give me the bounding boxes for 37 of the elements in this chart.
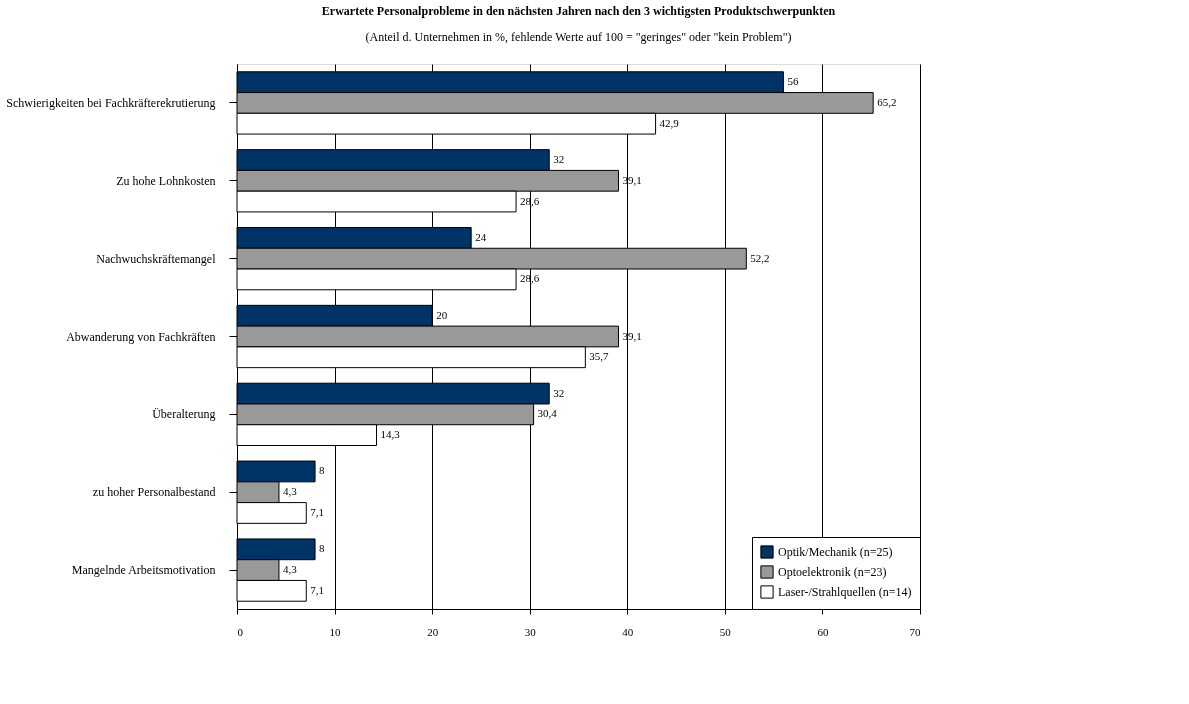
x-tick-label: 0 — [237, 625, 244, 638]
x-tick-label: 30 — [524, 625, 537, 638]
data-label: 8 — [319, 464, 326, 477]
x-tick-label: 20 — [427, 625, 439, 638]
data-label: 42,9 — [659, 116, 680, 129]
y-tick-label: Nachwuchskräftemangel — [96, 251, 217, 266]
data-label: 24 — [475, 230, 487, 243]
data-label: 4,3 — [282, 485, 298, 498]
y-tick-label: zu hoher Personalbestand — [92, 485, 216, 500]
x-tick-label: 40 — [622, 625, 634, 638]
x-tick-label: 10 — [329, 625, 342, 638]
y-tick-label: Mangelnde Arbeitsmotivation — [71, 563, 216, 578]
data-label: 4,3 — [282, 563, 298, 576]
y-tick-label: Schwierigkeiten bei Fachkräfterekrutierung — [6, 95, 216, 110]
chart-title: Erwartete Personalprobleme in den nächsten Jahren nach den 3 wichtigsten Produktschwerpunkten — [321, 4, 836, 18]
x-tick-label: 70 — [909, 625, 921, 638]
data-label: 56 — [787, 75, 799, 88]
data-label: 7,1 — [310, 505, 325, 518]
data-label: 20 — [436, 308, 448, 321]
data-label: 32 — [553, 386, 565, 399]
legend-label: Laser-/Strahlquellen (n=14) — [778, 585, 912, 599]
data-label: 7,1 — [310, 583, 325, 596]
data-label: 65,2 — [877, 95, 897, 108]
x-tick-label: 50 — [719, 625, 732, 638]
y-tick-label: Überalterung — [152, 407, 216, 422]
data-label: 35,7 — [589, 350, 610, 363]
legend-label: Optoelektronik (n=23) — [778, 565, 887, 579]
data-label: 14,3 — [380, 428, 401, 441]
chart-subtitle: (Anteil d. Unternehmen in %, fehlende Werte auf 100 = "geringes" oder "kein Problem") — [365, 30, 792, 44]
data-label: 8 — [319, 542, 326, 555]
x-tick-label: 60 — [817, 625, 829, 638]
data-label: 30,4 — [537, 407, 558, 420]
data-label: 32 — [553, 153, 565, 166]
y-tick-label: Abwanderung von Fachkräften — [66, 329, 216, 344]
data-label: 52,2 — [750, 251, 770, 264]
y-tick-label: Zu hohe Lohnkosten — [116, 173, 216, 188]
legend-label: Optik/Mechanik (n=25) — [778, 545, 893, 559]
